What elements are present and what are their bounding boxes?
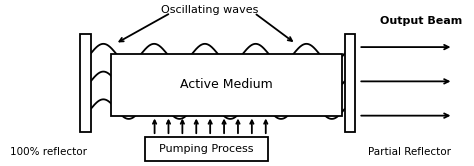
Text: Active Medium: Active Medium [180,78,273,91]
Bar [81,34,91,132]
Bar [146,137,268,161]
Text: Oscillating waves: Oscillating waves [162,4,259,15]
Text: Output Beam: Output Beam [380,16,462,26]
Text: Partial Reflector: Partial Reflector [368,147,451,157]
Text: Pumping Process: Pumping Process [159,144,254,154]
Bar [110,54,342,116]
Text: 100% reflector: 100% reflector [9,147,87,157]
Bar [345,34,355,132]
